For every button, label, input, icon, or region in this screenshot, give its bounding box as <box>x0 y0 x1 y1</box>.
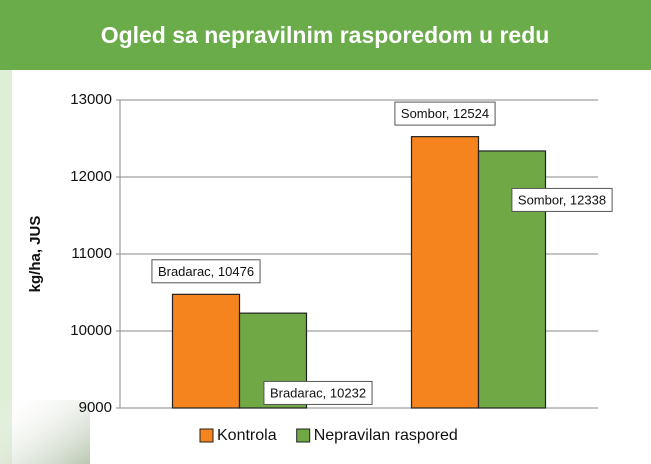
data-label: Sombor, 12338 <box>518 192 606 207</box>
y-tick-label: 9000 <box>79 399 112 416</box>
y-tick-label: 10000 <box>70 322 112 339</box>
y-tick-label: 13000 <box>70 91 112 108</box>
corner-shade <box>0 400 90 464</box>
bar <box>410 136 480 409</box>
legend-label: Nepravilan raspored <box>314 427 458 444</box>
data-label-box <box>394 101 496 126</box>
data-label-box <box>511 187 613 212</box>
y-axis-label: kg/ha, JUS <box>27 216 44 293</box>
data-label-box <box>151 259 261 284</box>
title-bar <box>0 0 651 70</box>
side-frame <box>0 70 12 464</box>
y-tick-label: 11000 <box>71 245 112 262</box>
legend-label: Kontrola <box>217 427 277 444</box>
legend-swatch <box>199 428 214 443</box>
y-tick-label: 12000 <box>70 168 112 185</box>
data-label: Bradarac, 10232 <box>270 385 366 400</box>
data-label: Sombor, 12524 <box>401 106 489 121</box>
bar <box>171 293 241 409</box>
legend-swatch <box>296 428 311 443</box>
chart-title: Ogled sa nepravilnim rasporedom u redu <box>101 22 550 48</box>
data-label-box <box>263 380 373 405</box>
data-label: Bradarac, 10476 <box>158 264 254 279</box>
